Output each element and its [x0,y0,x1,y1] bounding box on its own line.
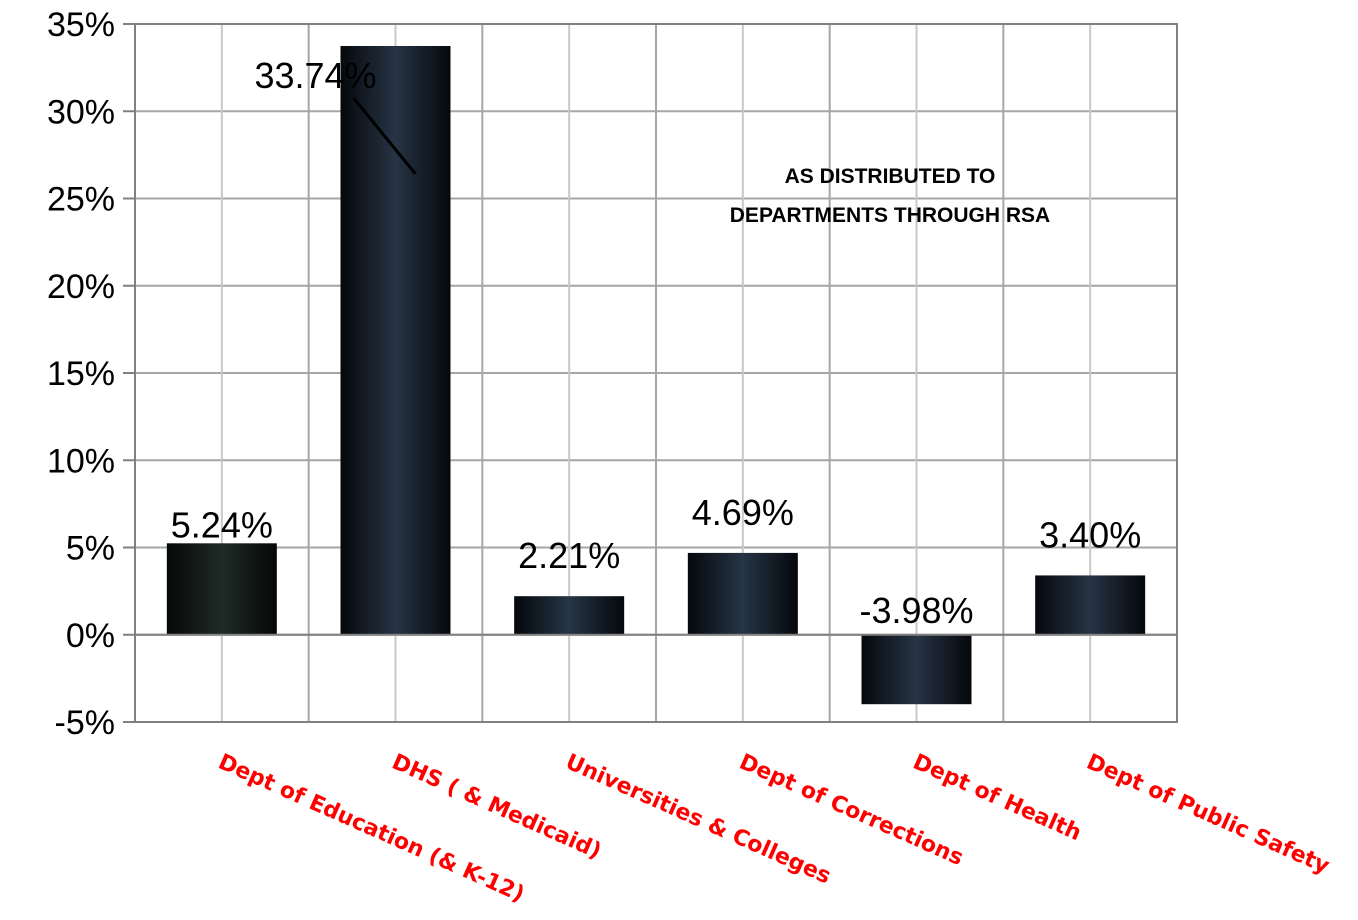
y-tick-label: 0% [66,617,115,655]
data-label: -3.98% [859,590,973,631]
y-tick-label: 35% [47,6,115,44]
y-tick-label: 5% [66,530,115,568]
data-label: 5.24% [171,504,273,545]
bar [687,552,798,635]
bar [514,596,625,635]
gridlines [134,23,1178,723]
data-label: 2.21% [518,535,620,576]
category-label: Dept of Health [909,750,1085,847]
y-tick-labels: -5% 0% 5% 10% 15% 20% 25% 30% 35% [47,6,115,742]
y-tick-label: 10% [47,442,115,480]
data-label: 33.74% [254,55,376,96]
bar [1035,575,1146,635]
axes [123,23,1178,723]
bar [166,543,277,635]
y-tick-label: 15% [47,355,115,393]
bar [340,45,451,635]
data-label: 3.40% [1039,514,1141,555]
leader-line [352,97,417,175]
annotation-line-2: DEPARTMENTS THROUGH RSA [730,204,1050,227]
y-tick-label: -5% [55,704,115,742]
y-tick-label: 30% [47,93,115,131]
y-tick-label: 20% [47,268,115,306]
y-tick-label: 25% [47,181,115,219]
category-label: Dept of Public Safety [1083,750,1333,880]
category-labels: Dept of Education (& K-12)DHS ( & Medica… [214,750,1333,908]
data-label: 4.69% [692,492,794,533]
category-label: Dept of Education (& K-12) [214,750,528,908]
bars [166,45,1146,705]
bar [861,634,972,705]
annotation-line-1: AS DISTRIBUTED TO [785,165,996,188]
data-labels: 5.24% 33.74% 2.21% 4.69% -3.98% 3.40% [171,55,1141,631]
